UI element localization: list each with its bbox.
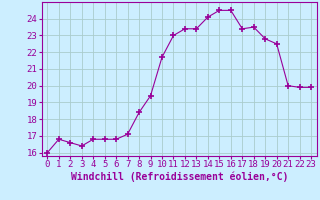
X-axis label: Windchill (Refroidissement éolien,°C): Windchill (Refroidissement éolien,°C) <box>70 172 288 182</box>
